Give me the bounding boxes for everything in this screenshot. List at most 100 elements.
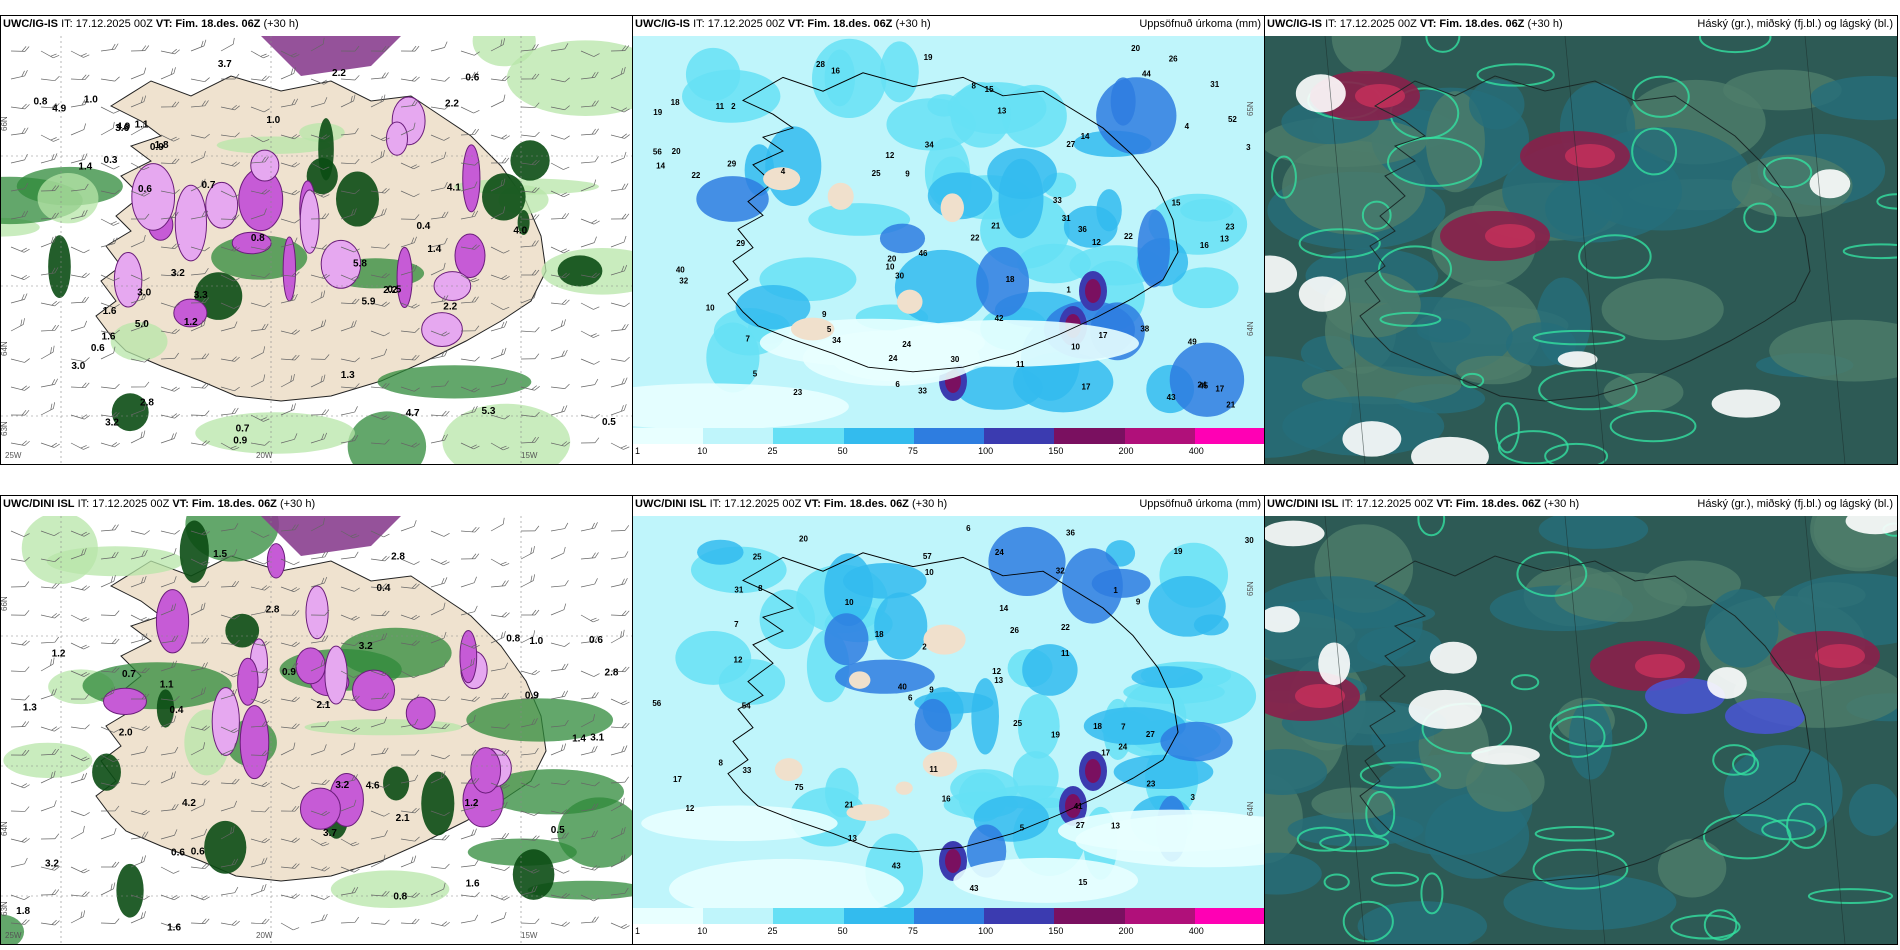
accum-value: 26 bbox=[1169, 55, 1178, 64]
wind-barb bbox=[160, 211, 179, 220]
accum-value: 54 bbox=[742, 702, 751, 711]
lat-label: 65N bbox=[1246, 581, 1255, 596]
wind-barb bbox=[340, 742, 356, 756]
panel-header: UWC/DINI ISL IT: 17.12.2025 00Z VT: Fim.… bbox=[3, 498, 316, 510]
wind-barb bbox=[610, 356, 630, 362]
wind-barb bbox=[100, 76, 120, 82]
wind-barb bbox=[220, 321, 238, 332]
wind-barb bbox=[520, 131, 540, 137]
wind-barb bbox=[280, 329, 300, 335]
wind-barb bbox=[220, 214, 240, 220]
wind-barb bbox=[40, 688, 57, 700]
wind-barb bbox=[520, 918, 540, 924]
wind-barb bbox=[580, 330, 600, 338]
accum-value: 13 bbox=[1220, 235, 1229, 244]
wind-barb bbox=[280, 403, 296, 416]
wind-barb bbox=[310, 610, 330, 616]
wind-barb bbox=[130, 162, 150, 171]
wind-barb bbox=[340, 695, 360, 701]
wind-barb bbox=[370, 188, 390, 194]
wind-barb bbox=[220, 688, 238, 700]
wind-barb bbox=[550, 866, 570, 874]
colorbar-swatch bbox=[633, 908, 705, 924]
wind-barb bbox=[610, 302, 630, 307]
wind-barb bbox=[250, 50, 270, 59]
accum-value: 40 bbox=[898, 683, 907, 692]
wind-barb bbox=[70, 382, 90, 389]
wind-barb bbox=[40, 748, 59, 756]
wind-barb bbox=[130, 67, 147, 80]
wind-barb bbox=[10, 103, 30, 110]
colorbar-tick-label: 10 bbox=[697, 926, 708, 936]
wind-barb bbox=[520, 748, 539, 756]
wind-barb bbox=[100, 346, 116, 360]
accum-value: 26 bbox=[1010, 626, 1019, 635]
wind-barb bbox=[190, 410, 210, 416]
accum-value: 49 bbox=[1188, 338, 1197, 347]
wind-barb bbox=[580, 803, 599, 812]
wind-barb bbox=[130, 430, 146, 444]
wind-barb bbox=[460, 296, 479, 304]
lon-label: 15W bbox=[521, 451, 538, 460]
wind-barb bbox=[10, 837, 30, 843]
accum-value: 15 bbox=[1078, 878, 1087, 887]
colorbar-tick-label: 25 bbox=[767, 446, 778, 456]
wind-barb bbox=[490, 206, 506, 220]
wind-barb bbox=[580, 437, 600, 444]
wind-barb bbox=[400, 214, 420, 220]
wind-barb bbox=[370, 919, 390, 925]
wind-barb bbox=[250, 750, 270, 756]
accum-value: 11 bbox=[1016, 360, 1025, 369]
wind-barb bbox=[190, 637, 210, 644]
wind-barb bbox=[160, 746, 179, 756]
wind-barb bbox=[430, 602, 446, 616]
wind-barb bbox=[340, 670, 360, 678]
wind-barb bbox=[400, 670, 420, 678]
wind-barb bbox=[610, 442, 630, 450]
wind-barb bbox=[550, 349, 568, 360]
accum-value: 22 bbox=[1124, 232, 1133, 241]
accum-value: 12 bbox=[885, 151, 894, 160]
accum-value: 22 bbox=[971, 234, 980, 243]
wind-barb bbox=[580, 894, 600, 902]
wind-barb bbox=[310, 409, 330, 416]
wind-barb bbox=[190, 100, 209, 108]
wind-barb bbox=[160, 603, 177, 616]
wind-barb bbox=[460, 386, 480, 393]
wind-barb bbox=[250, 720, 269, 728]
wind-barb bbox=[310, 576, 328, 588]
accum-value: 41 bbox=[1074, 802, 1083, 811]
precip-value: 0.5 bbox=[602, 417, 616, 428]
wind-barb bbox=[370, 810, 390, 817]
wind-barb bbox=[190, 863, 210, 870]
wind-barb bbox=[490, 38, 505, 52]
precip-wind-map: 0.3 3.3 2.8 1.4 2.2 3.6 1.0 4.1 4.0 0.6 3.0 2.2 0.7 0… bbox=[1, 36, 633, 464]
wind-barb bbox=[580, 378, 599, 388]
wind-barb bbox=[370, 414, 390, 421]
wind-barb bbox=[580, 578, 598, 588]
wind-barb bbox=[70, 548, 87, 560]
wind-barb bbox=[100, 686, 116, 700]
accum-value: 18 bbox=[671, 98, 680, 107]
wind-barb bbox=[610, 776, 629, 784]
wind-barb bbox=[100, 575, 116, 588]
wind-barb bbox=[580, 745, 598, 756]
precip-value: 1.4 bbox=[572, 734, 586, 745]
precip-value: 1.1 bbox=[160, 680, 174, 691]
accum-value: 23 bbox=[793, 388, 802, 397]
wind-barb bbox=[580, 522, 598, 532]
accum-value: 13 bbox=[848, 834, 857, 843]
accum-value: 29 bbox=[727, 159, 736, 168]
colorbar-tick-label: 25 bbox=[767, 926, 778, 936]
wind-barb bbox=[190, 353, 210, 360]
wind-barb bbox=[490, 723, 510, 729]
accum-value: 56 bbox=[653, 147, 662, 156]
wind-barb bbox=[70, 246, 90, 254]
wind-barb bbox=[280, 237, 298, 248]
wind-barb bbox=[490, 178, 506, 192]
wind-barb bbox=[430, 754, 450, 760]
wind-barb bbox=[460, 325, 480, 332]
wind-barb bbox=[70, 357, 90, 363]
wind-barb bbox=[130, 831, 149, 840]
accum-value: 2 bbox=[922, 642, 927, 651]
